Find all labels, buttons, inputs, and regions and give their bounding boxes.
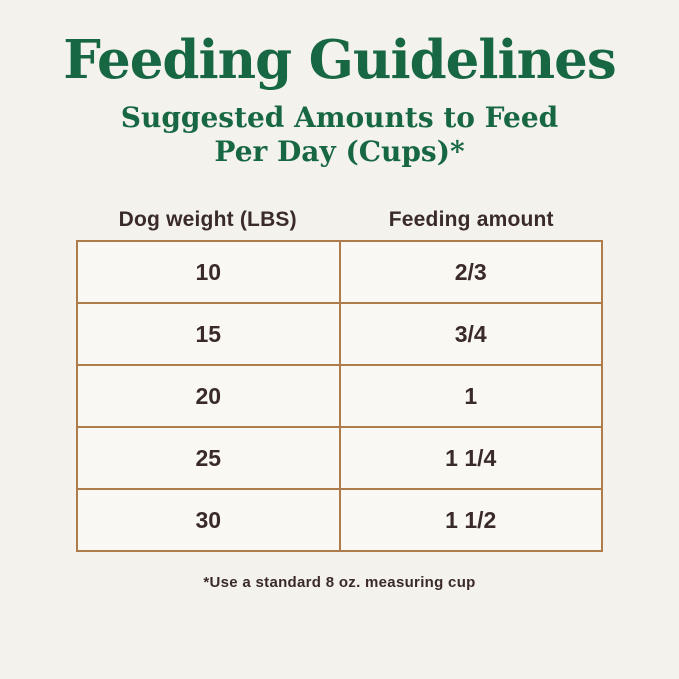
measuring-cup-footnote: *Use a standard 8 oz. measuring cup bbox=[203, 574, 476, 592]
table-row: 20 1 bbox=[76, 364, 603, 429]
cell-amount: 3/4 bbox=[338, 302, 603, 367]
cell-weight: 20 bbox=[76, 364, 341, 429]
table-column-headers: Dog weight (LBS) Feeding amount bbox=[76, 208, 603, 240]
table-row: 10 2/3 bbox=[76, 240, 603, 305]
cell-weight: 10 bbox=[76, 240, 341, 305]
table-row: 15 3/4 bbox=[76, 302, 603, 367]
page-title: Feeding Guidelines bbox=[63, 29, 616, 91]
cell-amount: 2/3 bbox=[338, 240, 603, 305]
cell-weight: 25 bbox=[76, 426, 341, 491]
page-subtitle: Suggested Amounts to Feed Per Day (Cups)… bbox=[121, 101, 559, 168]
table-row: 25 1 1/4 bbox=[76, 426, 603, 491]
feeding-table: 10 2/3 15 3/4 20 1 25 1 1/4 30 1 1/2 bbox=[76, 240, 603, 553]
column-header-feeding-amount: Feeding amount bbox=[388, 208, 554, 232]
subtitle-line-1: Suggested Amounts to Feed bbox=[120, 101, 559, 135]
cell-weight: 15 bbox=[76, 302, 341, 367]
column-header-dog-weight: Dog weight (LBS) bbox=[118, 208, 297, 232]
cell-amount: 1 bbox=[338, 364, 603, 429]
table-row: 30 1 1/2 bbox=[76, 488, 603, 553]
cell-amount: 1 1/2 bbox=[338, 488, 603, 553]
subtitle-line-2: Per Day (Cups)* bbox=[214, 134, 465, 168]
cell-weight: 30 bbox=[76, 488, 341, 553]
cell-amount: 1 1/4 bbox=[338, 426, 603, 491]
